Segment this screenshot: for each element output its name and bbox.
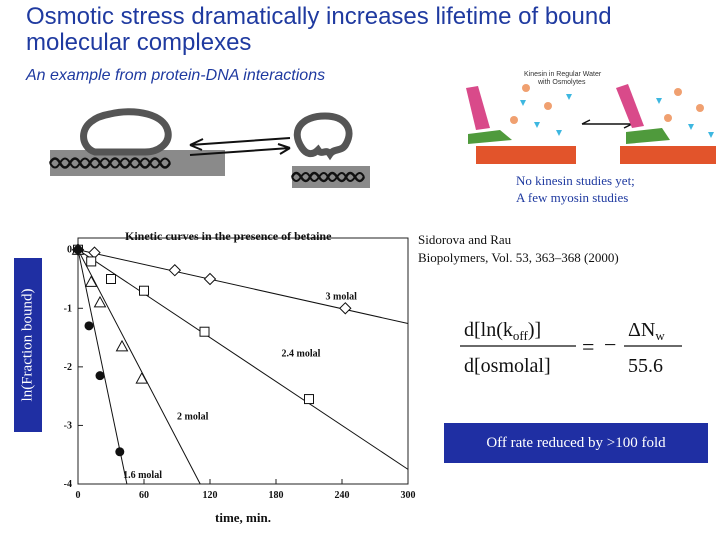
data-point-square [86, 256, 97, 267]
water-drop [566, 94, 572, 100]
data-point-circle [84, 321, 94, 331]
fit-line [77, 249, 409, 325]
kinesin-note: No kinesin studies yet; A few myosin stu… [516, 172, 635, 206]
kinesin-note-line1: No kinesin studies yet; [516, 173, 635, 188]
citation-authors: Sidorova and Rau [418, 232, 512, 247]
series-label: 2 molal [177, 412, 209, 423]
data-point-square [139, 285, 149, 296]
y-tick-label: 0 [67, 245, 72, 256]
citation-journal: Biopolymers, Vol. 53, 363–368 (2000) [418, 250, 619, 265]
water-drop [688, 124, 694, 130]
data-point-triangle [93, 295, 107, 308]
citation: Sidorova and Rau Biopolymers, Vol. 53, 3… [418, 231, 619, 267]
chart-annotations: 3 molal 2.4 molal 2 molal 1.6 molal [123, 292, 357, 482]
x-tick-label: 180 [269, 490, 284, 501]
chart-frame [77, 237, 409, 485]
kinetic-chart: Kinetic curves in the presence of betain… [64, 229, 416, 525]
fit-line [77, 249, 409, 470]
osmolyte-dot [522, 84, 530, 92]
x-tick-label: 0 [76, 490, 81, 501]
chart-fit-lines [77, 249, 409, 485]
y-tick-label: -3 [64, 420, 72, 431]
double-arrow-icon [581, 119, 633, 129]
data-point-circle [115, 447, 125, 457]
data-point-diamond [203, 272, 217, 286]
chart-ticks: 0 60 120 180 240 300 0 -1 -2 -3 -4 [64, 245, 416, 501]
data-point-square [199, 326, 210, 337]
fit-line [77, 249, 128, 485]
osmolyte-dot [664, 114, 672, 122]
data-point-diamond [339, 302, 352, 315]
dna-bar-free [292, 166, 370, 188]
x-tick-label: 120 [203, 490, 218, 501]
formula-rhs-denominator: 55.6 [628, 355, 663, 377]
data-point-triangle [115, 339, 129, 352]
slide-title: Osmotic stress dramatically increases li… [26, 3, 612, 56]
formula-rhs-numerator: ΔNw [628, 319, 665, 343]
chart-title: Kinetic curves in the presence of betain… [125, 229, 332, 243]
dna-helix-free-2 [291, 172, 365, 182]
osmolyte-dot [674, 88, 682, 96]
water-drop [520, 100, 526, 106]
x-axis-label: time, min. [215, 510, 271, 525]
data-point-square [304, 394, 314, 405]
x-tick-label: 300 [401, 490, 416, 501]
formula-lhs-numerator: d[ln(koff)] [464, 319, 541, 343]
osmotic-formula: d[ln(koff)] d[osmolal] = − ΔNw 55.6 [460, 319, 682, 377]
formula-minus: − [604, 332, 616, 357]
osmolyte-dot [510, 116, 518, 124]
formula-equals: = [582, 334, 594, 359]
chart-points [71, 243, 352, 457]
y-tick-label: -2 [64, 362, 72, 373]
y-axis-label-box: ln(Fraction bound) [14, 258, 42, 432]
kinesin-leg-right [616, 84, 644, 128]
water-drop [556, 130, 562, 136]
water-drop [534, 122, 540, 128]
water-drop [656, 98, 662, 104]
series-label: 1.6 molal [123, 470, 162, 481]
kinesin-leg-left [466, 86, 490, 130]
protein-bound-shape [80, 108, 172, 156]
x-tick-label: 240 [335, 490, 350, 501]
protein-free-shape [293, 112, 353, 161]
osmolyte-dot [696, 104, 704, 112]
dna-helix-bound-2 [49, 157, 171, 169]
protein-dna-schematic [48, 108, 370, 188]
kinesin-microtubule-right [620, 146, 716, 164]
equilibrium-arrows-icon [189, 137, 291, 156]
series-label: 3 molal [326, 292, 358, 303]
kinesin-shoe-left [468, 130, 512, 144]
data-point-circle [95, 371, 105, 381]
data-point-triangle [135, 372, 149, 384]
y-tick-label: -4 [64, 479, 72, 490]
fit-line [77, 249, 201, 485]
y-tick-label: -1 [64, 303, 72, 314]
kinesin-osmolyte-illustration: Kinesin in Regular Water with Osmolytes [466, 71, 716, 164]
water-drop [708, 132, 714, 138]
series-label: 2.4 molal [282, 348, 321, 359]
data-point-triangle [84, 275, 98, 287]
kinesin-label-line2: with Osmolytes [537, 79, 586, 86]
kinesin-label-line1: Kinesin in Regular Water [524, 71, 602, 78]
kinesin-shoe-right [626, 128, 670, 144]
osmolyte-dot [544, 102, 552, 110]
slide-subtitle: An example from protein-DNA interactions [26, 67, 326, 84]
kinesin-microtubule-left [476, 146, 576, 164]
data-point-circle [73, 245, 83, 255]
formula-lhs-denominator: d[osmolal] [464, 355, 551, 377]
off-rate-highlight: Off rate reduced by >100 fold [444, 423, 708, 463]
data-point-diamond [168, 264, 182, 277]
kinesin-note-line2: A few myosin studies [516, 190, 629, 205]
data-point-square [106, 274, 116, 284]
y-axis-label: ln(Fraction bound) [19, 288, 36, 402]
x-tick-label: 60 [139, 490, 149, 501]
